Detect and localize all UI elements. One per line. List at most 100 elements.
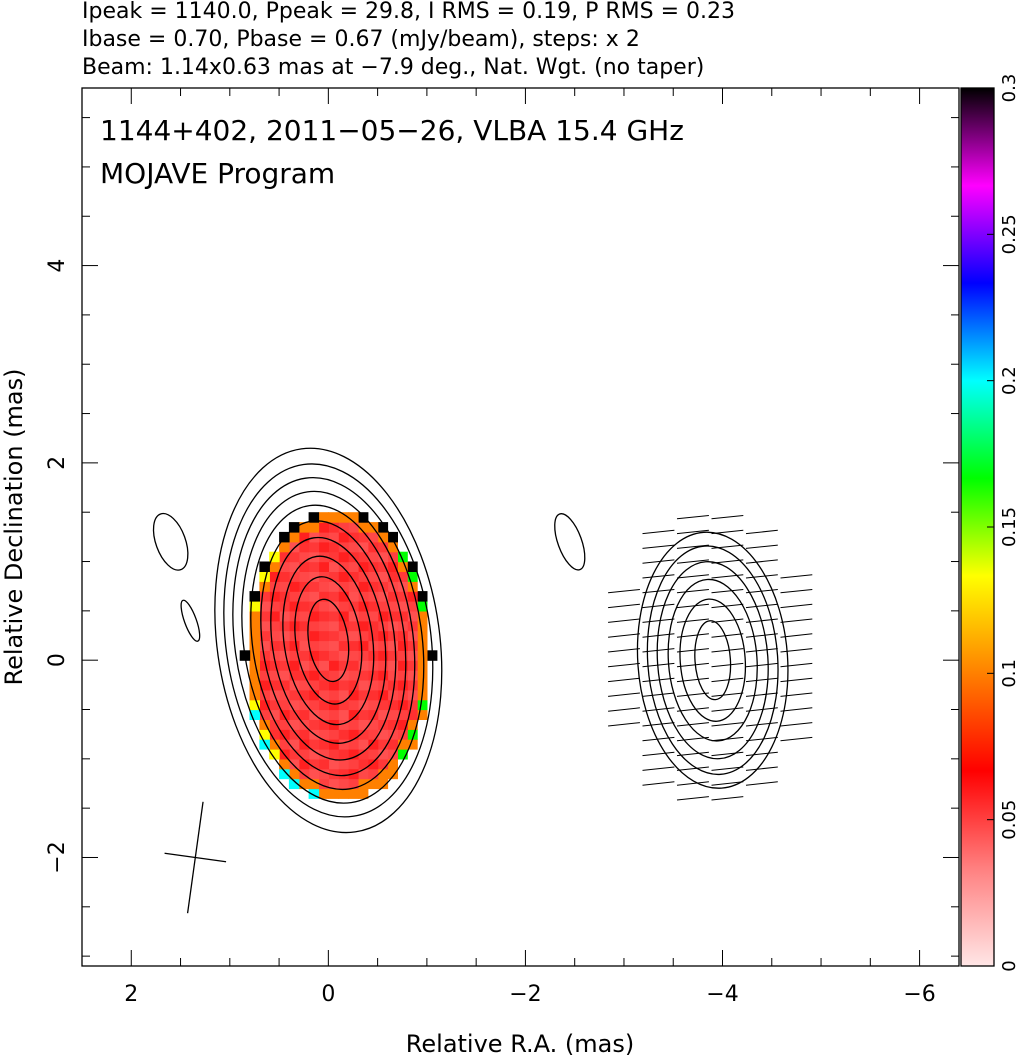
fraction-pixel — [397, 571, 408, 582]
fraction-pixel — [298, 571, 310, 582]
evpa-stick — [608, 662, 640, 668]
evpa-stick — [608, 722, 640, 727]
evpa-stick — [745, 589, 778, 594]
fraction-pixel — [308, 640, 320, 651]
fraction-pixel — [328, 699, 339, 711]
fraction-pixel — [367, 689, 379, 701]
fraction-pixel — [298, 522, 310, 533]
fraction-pixel — [288, 709, 300, 720]
fraction-pixel — [397, 551, 408, 563]
evpa-stick — [780, 736, 813, 742]
fraction-pixel — [308, 591, 320, 602]
fraction-pixel — [348, 709, 359, 720]
fraction-pixel — [357, 591, 369, 602]
fraction-pixel — [298, 620, 310, 632]
left-contour — [307, 598, 350, 683]
fraction-pixel — [318, 620, 329, 632]
fraction-pixel — [357, 778, 369, 790]
fraction-pixel — [308, 768, 320, 780]
y-tick-label: 4 — [45, 259, 70, 273]
evpa-stick — [711, 618, 744, 623]
evpa-stick — [676, 677, 709, 683]
fraction-pixel — [377, 601, 389, 612]
fraction-pixel — [269, 739, 280, 750]
fraction-pixel — [338, 650, 349, 661]
evpa-stick — [745, 766, 778, 771]
fraction-pixel — [338, 758, 349, 770]
beam-minor-axis — [164, 852, 227, 863]
fraction-pixel — [338, 719, 349, 730]
fraction-pixel — [288, 739, 300, 750]
fraction-pixel — [318, 522, 329, 533]
fraction-pixel — [269, 591, 280, 602]
fraction-pixel — [279, 670, 290, 681]
fraction-pixel — [377, 719, 389, 730]
fraction-pixel — [308, 670, 320, 681]
fraction-pixel — [308, 561, 320, 572]
evpa-stick — [780, 648, 813, 653]
evpa-stick — [642, 544, 675, 549]
fraction-pixel — [328, 729, 339, 740]
fraction-pixel — [397, 739, 408, 750]
fraction-pixel — [397, 591, 408, 602]
fraction-pixel — [417, 660, 428, 671]
evpa-stick — [711, 722, 744, 727]
fraction-pixel — [318, 719, 329, 730]
fraction-pixel — [387, 640, 398, 651]
evpa-stick — [676, 544, 709, 549]
fraction-pixel — [377, 689, 389, 701]
evpa-stick — [676, 781, 709, 786]
fraction-pixel — [348, 620, 359, 632]
fraction-pixel — [308, 758, 320, 770]
fraction-pixel — [308, 719, 320, 730]
colorbar-tick-label: 0.1 — [999, 659, 1020, 688]
isolated-contour — [554, 513, 586, 571]
fraction-pixel — [348, 561, 359, 572]
fraction-pixel — [367, 729, 379, 740]
fraction-pixel — [288, 650, 300, 661]
fraction-pixel — [357, 758, 369, 770]
evpa-stick — [711, 736, 744, 742]
fraction-pixel — [308, 610, 320, 622]
fraction-pixel — [387, 739, 398, 750]
fraction-pixel — [348, 610, 359, 622]
fraction-pixel — [348, 729, 359, 740]
x-tick-label: −4 — [706, 982, 738, 1007]
fraction-pixel — [407, 610, 418, 622]
fraction-pixel — [328, 689, 339, 701]
evpa-stick — [711, 603, 744, 609]
fraction-pixel — [367, 709, 379, 720]
fraction-pixel — [259, 591, 270, 602]
fraction-pixel — [269, 640, 280, 651]
header-line-1: Ipeak = 1140.0, Ppeak = 29.8, I RMS = 0.… — [82, 0, 735, 24]
fraction-pixel — [318, 749, 329, 760]
fraction-pixel — [318, 531, 329, 543]
fraction-pixel — [397, 699, 408, 711]
fraction-pixel — [397, 660, 408, 671]
fraction-pixel — [387, 660, 398, 671]
fraction-pixel — [407, 670, 418, 681]
fraction-pixel — [308, 660, 320, 671]
fraction-pixel — [279, 729, 290, 740]
left-contour — [282, 555, 375, 726]
left-contour — [250, 504, 407, 777]
fraction-pixel — [338, 778, 349, 790]
fraction-pixel — [377, 591, 389, 602]
fraction-pixel — [377, 650, 389, 661]
fraction-pixel — [397, 729, 408, 740]
evpa-stick — [745, 722, 778, 727]
fraction-pixel — [367, 610, 379, 622]
fraction-pixel — [279, 630, 290, 642]
fraction-pixel — [259, 719, 270, 730]
y-tick-label: 2 — [45, 456, 70, 470]
fraction-pixel — [308, 571, 320, 582]
fraction-pixel — [357, 660, 369, 671]
evpa-stick — [711, 781, 744, 786]
evpa-stick — [780, 692, 813, 697]
fraction-pixel — [249, 630, 260, 642]
fraction-pixel — [288, 571, 300, 582]
fraction-pixel — [377, 531, 389, 543]
fraction-pixel — [279, 541, 290, 553]
fraction-pixel — [308, 531, 320, 543]
y-axis-label: Relative Declination (mas) — [0, 368, 28, 685]
